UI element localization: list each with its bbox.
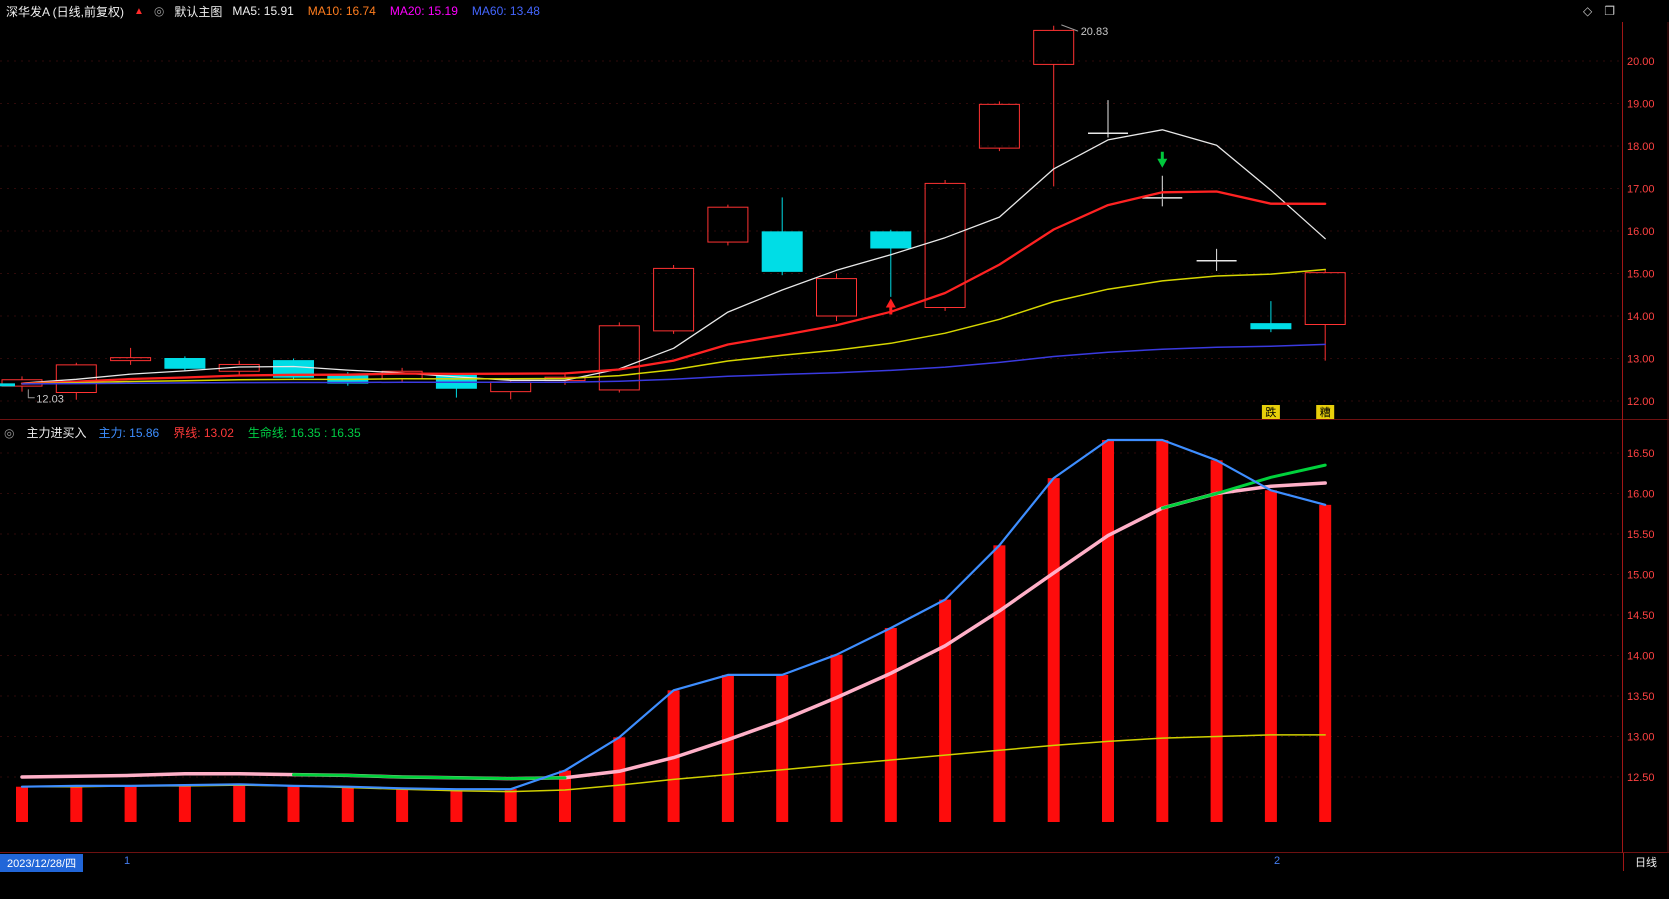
svg-text:16.00: 16.00 — [1627, 226, 1655, 238]
indicator-toggle-icon[interactable]: ◎ — [4, 425, 15, 440]
layout-icon[interactable]: ❐ — [1604, 4, 1615, 18]
svg-text:12.00: 12.00 — [1627, 396, 1655, 408]
time-axis-bar: 2023/12/28/四 1 2 日线 — [0, 853, 1669, 872]
main-kline-chart[interactable]: 20.00 19.00 18.00 17.00 16.00 15.00 14.00 13.00… — [0, 22, 1669, 420]
indicator-value: 主力: 15.86 — [98, 426, 160, 440]
svg-text:12.50: 12.50 — [1627, 772, 1655, 784]
diamond-icon[interactable]: ◇ — [1583, 4, 1593, 18]
life-line-green-left — [292, 773, 567, 781]
svg-text:15.50: 15.50 — [1627, 529, 1655, 541]
axis-marker-2: 2 — [1274, 855, 1281, 867]
sell-arrow-icon — [1157, 151, 1168, 168]
svg-text:13.50: 13.50 — [1627, 691, 1655, 703]
main-annotations: 12.03 20.83 跌 糟 — [0, 24, 1335, 419]
svg-text:19.00: 19.00 — [1627, 99, 1655, 111]
collapse-circle-icon[interactable]: ◎ — [153, 4, 165, 18]
indicator-name[interactable]: 主力进买入 — [26, 426, 87, 440]
svg-text:20.83: 20.83 — [1081, 26, 1109, 38]
ma-label: MA10: 16.74 — [307, 4, 376, 18]
top-toolbar: 深华发A (日线,前复权) ▲ ◎ 默认主图 MA5: 15.91 MA10: 1… — [0, 0, 1669, 22]
candles — [1, 25, 1346, 400]
svg-text:18.00: 18.00 — [1627, 141, 1655, 153]
ma20-line — [21, 268, 1326, 385]
ma-label: MA60: 13.48 — [471, 4, 540, 18]
indicator-values: 主力: 15.86 界线: 13.02 生命线: 16.35 : 16.35 — [99, 424, 361, 441]
svg-text:13.00: 13.00 — [1627, 732, 1655, 744]
life-line — [20, 481, 1327, 781]
price-up-arrow-icon: ▲ — [134, 5, 144, 17]
buy-arrow-icon — [885, 298, 896, 315]
ma5-line — [21, 129, 1326, 384]
svg-text:14.00: 14.00 — [1627, 311, 1655, 323]
window-buttons: ◇ ❐ — [1583, 4, 1615, 18]
indicator-value: 生命线: 16.35 : 16.35 — [247, 426, 361, 440]
axis-marker-1: 1 — [124, 855, 131, 867]
svg-text:16.00: 16.00 — [1627, 489, 1655, 501]
signal-tag — [1261, 405, 1280, 419]
svg-text:15.00: 15.00 — [1627, 269, 1655, 281]
cursor-date-label: 2023/12/28/四 — [0, 854, 84, 872]
svg-text:16.50: 16.50 — [1627, 448, 1655, 460]
svg-text:12.03: 12.03 — [36, 394, 64, 406]
main-grid: 20.00 19.00 18.00 17.00 16.00 15.00 14.00 13.00… — [0, 56, 1655, 408]
svg-text:14.00: 14.00 — [1627, 651, 1655, 663]
main-chart-indicator-name[interactable]: 默认主图 — [174, 4, 223, 19]
svg-text:17.00: 17.00 — [1627, 184, 1655, 196]
ma-labels: MA5: 15.91 MA10: 16.74 MA20: 15.19 MA60: 13… — [232, 4, 540, 18]
ma60-line — [21, 343, 1326, 385]
sub-grid: 16.50 16.00 15.50 15.00 14.50 14.00 13.50 13.00… — [0, 448, 1655, 784]
sub-indicator-chart[interactable]: 16.50 16.00 15.50 15.00 14.50 14.00 13.50 13.00… — [0, 420, 1669, 853]
svg-text:20.00: 20.00 — [1627, 56, 1655, 68]
svg-text:13.00: 13.00 — [1627, 354, 1655, 366]
sub-indicator-header: ◎ 主力进买入 主力: 15.86 界线: 13.02 生命线: 16.35 : 1… — [4, 424, 361, 441]
svg-text:14.50: 14.50 — [1627, 610, 1655, 622]
svg-text:糟: 糟 — [1320, 405, 1331, 419]
signal-tag — [1316, 405, 1335, 419]
period-label[interactable]: 日线 — [1623, 853, 1668, 871]
ma10-line — [20, 190, 1327, 385]
main-force-line — [20, 438, 1327, 791]
stock-title[interactable]: 深华发A (日线,前复权) — [6, 4, 125, 19]
ma-label: MA20: 15.19 — [389, 4, 458, 18]
main-force-bars — [16, 440, 1332, 822]
life-line-green-right — [1160, 463, 1327, 510]
svg-text:跌: 跌 — [1265, 405, 1276, 419]
ma-label: MA5: 15.91 — [232, 4, 294, 18]
indicator-value: 界线: 13.02 — [173, 426, 234, 440]
svg-text:15.00: 15.00 — [1627, 570, 1655, 582]
